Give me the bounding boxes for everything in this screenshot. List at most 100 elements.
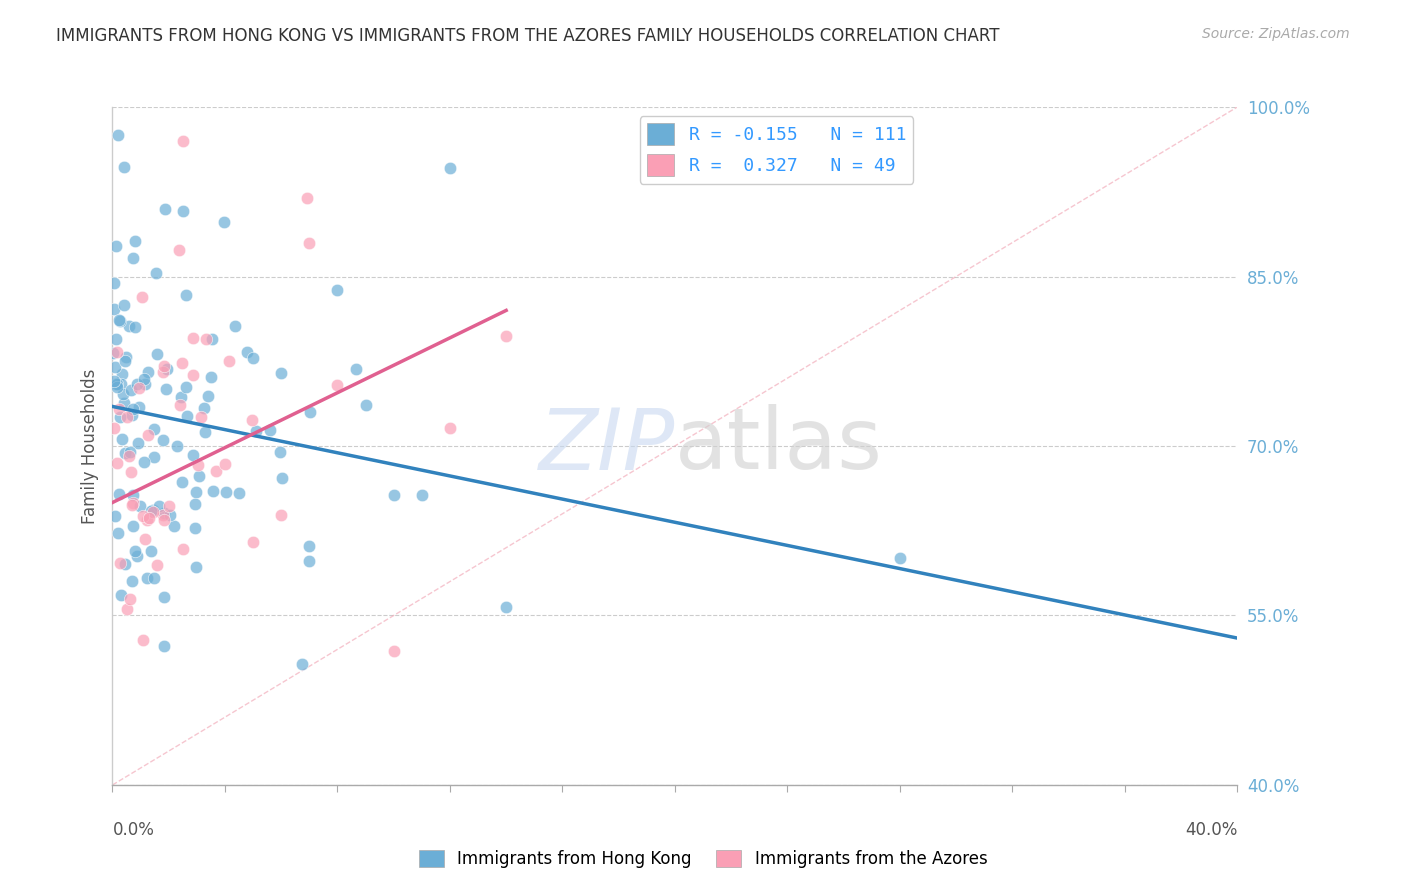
Point: [298, 236, 321, 251]
Point: [105, 456, 128, 470]
Point: [105, 345, 128, 359]
Point: [148, 499, 170, 513]
Point: [382, 644, 405, 658]
Point: [146, 347, 169, 361]
Point: [142, 503, 165, 517]
Point: [120, 445, 142, 459]
Point: [270, 366, 292, 380]
Point: [188, 468, 211, 483]
Point: [240, 413, 263, 427]
Point: [156, 361, 179, 376]
Point: [136, 428, 159, 442]
Point: [382, 487, 405, 501]
Point: [122, 251, 145, 265]
Point: [159, 499, 181, 513]
Point: [103, 374, 125, 388]
Point: [121, 574, 143, 588]
Point: [162, 519, 184, 533]
Point: [152, 590, 174, 604]
Text: IMMIGRANTS FROM HONG KONG VS IMMIGRANTS FROM THE AZORES FAMILY HOUSEHOLDS CORREL: IMMIGRANTS FROM HONG KONG VS IMMIGRANTS …: [56, 27, 1000, 45]
Point: [184, 560, 207, 574]
Point: [110, 556, 132, 570]
Point: [127, 436, 149, 450]
Point: [184, 521, 207, 535]
Point: [242, 351, 264, 365]
Point: [103, 277, 125, 291]
Point: [107, 526, 129, 541]
Point: [134, 533, 156, 547]
Legend: Immigrants from Hong Kong, Immigrants from the Azores: Immigrants from Hong Kong, Immigrants fr…: [412, 843, 994, 875]
Point: [143, 450, 166, 464]
Point: [439, 161, 461, 175]
Point: [169, 244, 191, 258]
Point: [194, 332, 217, 346]
Point: [129, 499, 152, 513]
Point: [194, 425, 217, 440]
Point: [115, 601, 138, 615]
Point: [153, 202, 176, 216]
Point: [224, 319, 246, 334]
Point: [114, 446, 136, 460]
Point: [176, 409, 198, 423]
Point: [135, 513, 157, 527]
Point: [117, 450, 139, 464]
Point: [114, 354, 136, 368]
Point: [134, 377, 156, 392]
Point: [104, 359, 127, 374]
Point: [132, 372, 155, 386]
Point: [122, 496, 145, 510]
Point: [495, 329, 517, 343]
Point: [122, 519, 145, 533]
Point: [115, 410, 138, 425]
Point: [170, 390, 193, 404]
Point: [201, 332, 224, 346]
Point: [138, 511, 160, 525]
Point: [111, 432, 134, 446]
Point: [155, 382, 177, 396]
Point: [108, 313, 131, 327]
Point: [105, 332, 128, 346]
Point: [122, 402, 145, 417]
Point: [152, 365, 174, 379]
Point: [197, 389, 219, 403]
Point: [193, 401, 215, 416]
Point: [181, 448, 204, 462]
Point: [124, 234, 146, 248]
Point: [103, 301, 125, 316]
Point: [134, 455, 156, 469]
Point: [105, 379, 128, 393]
Point: [187, 458, 209, 473]
Point: [139, 504, 162, 518]
Point: [122, 488, 145, 502]
Point: [214, 215, 236, 229]
Point: [184, 498, 207, 512]
Point: [201, 483, 224, 498]
Y-axis label: Family Households: Family Households: [80, 368, 98, 524]
Point: [270, 470, 292, 484]
Point: [112, 396, 135, 410]
Point: [172, 134, 194, 148]
Point: [186, 484, 208, 499]
Point: [153, 506, 176, 520]
Point: [108, 313, 131, 327]
Point: [295, 191, 318, 205]
Point: [269, 444, 291, 458]
Point: [139, 544, 162, 558]
Point: [174, 379, 197, 393]
Point: [111, 367, 134, 381]
Point: [120, 383, 142, 397]
Text: 40.0%: 40.0%: [1185, 821, 1237, 838]
Point: [298, 554, 321, 568]
Point: [190, 409, 212, 424]
Text: Source: ZipAtlas.com: Source: ZipAtlas.com: [1202, 27, 1350, 41]
Point: [242, 535, 264, 549]
Point: [411, 488, 433, 502]
Point: [128, 401, 150, 415]
Point: [132, 632, 155, 647]
Point: [172, 356, 194, 370]
Point: [143, 421, 166, 435]
Point: [153, 640, 176, 654]
Point: [101, 346, 124, 360]
Point: [354, 398, 377, 412]
Point: [174, 288, 197, 302]
